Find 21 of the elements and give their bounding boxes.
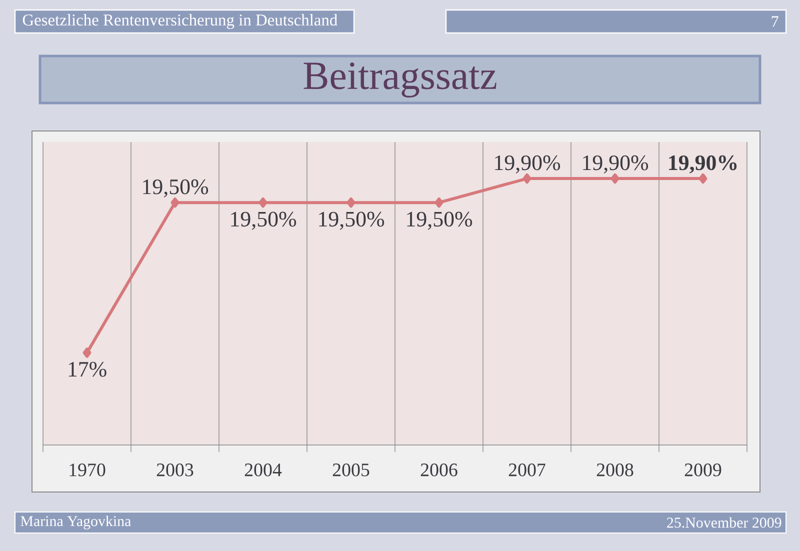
x-tick-label: 2005 [332, 464, 370, 476]
x-tick-label: 2003 [156, 464, 194, 476]
data-label: 19,50% [319, 212, 384, 230]
chart-title: Beitragssatz [304, 62, 496, 98]
data-label: 19,90% [583, 155, 648, 174]
text: Gesetzliche Rentenversicherung in Deutschland [22, 14, 338, 29]
x-tick-label: 2009 [684, 464, 722, 476]
x-tick-label: 2008 [596, 464, 634, 476]
x-tick-label: 2007 [508, 464, 546, 476]
data-label: 19,90% [669, 155, 737, 174]
x-tick-label: 1970 [70, 464, 106, 476]
text: 7 [772, 16, 778, 27]
text: 25.November 2009 [667, 517, 782, 528]
text: Marina Yagovkina [20, 516, 131, 530]
data-label: 19,50% [407, 212, 472, 230]
data-label: 19,50% [143, 179, 208, 198]
x-tick-label: 2004 [244, 464, 282, 476]
x-tick-label: 2006 [420, 464, 458, 476]
data-label: 19,50% [231, 212, 296, 230]
data-label: 19,90% [495, 155, 560, 174]
data-label: 17% [68, 362, 106, 377]
